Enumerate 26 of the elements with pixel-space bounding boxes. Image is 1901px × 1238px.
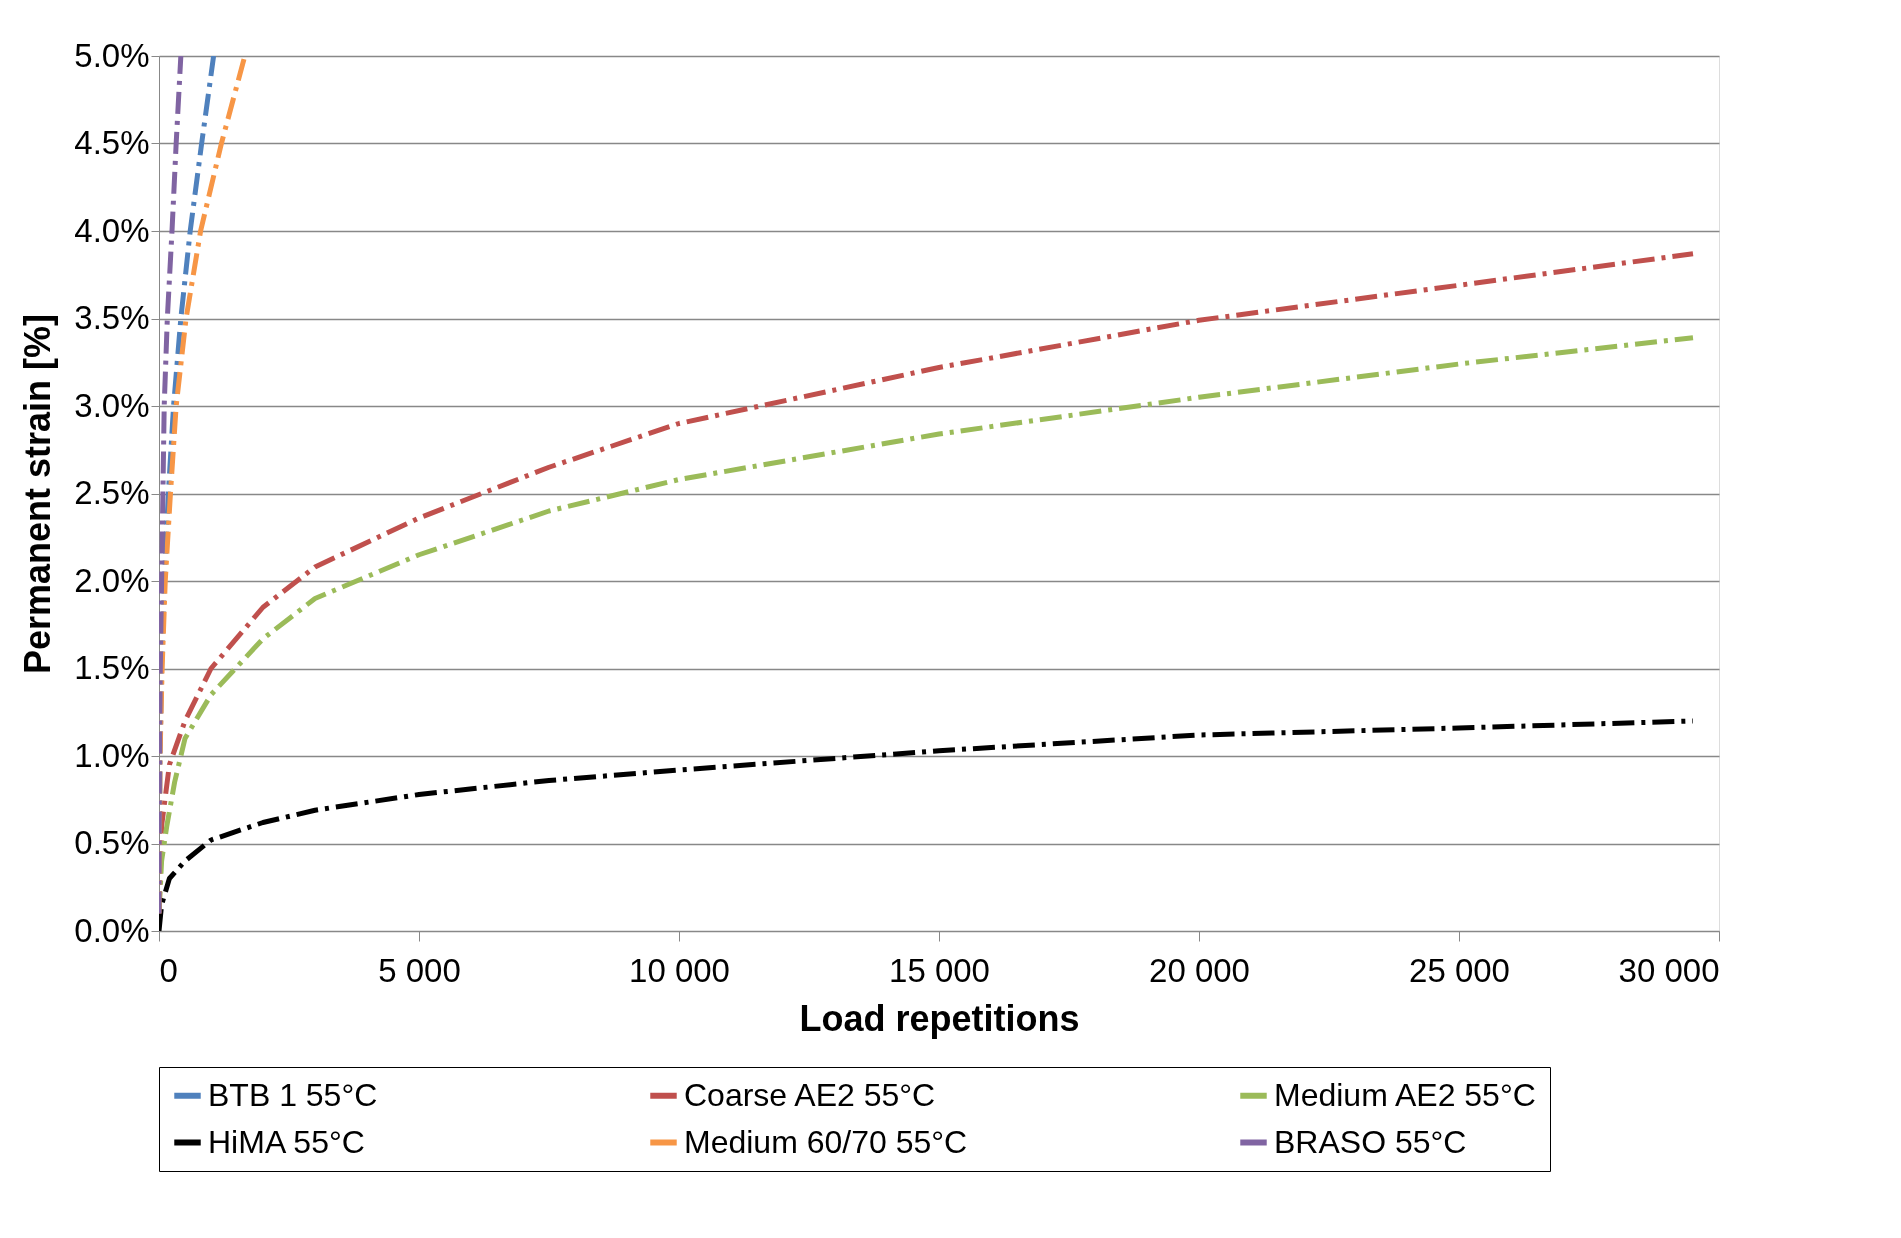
legend-label: BTB 1 55°C: [208, 1076, 378, 1113]
y-tick-label: 0.5%: [74, 824, 150, 861]
y-tick-label: 0.0%: [74, 911, 150, 949]
legend-label: BRASO 55°C: [1274, 1123, 1467, 1160]
x-tick-label: 20 000: [1149, 951, 1250, 989]
x-tick-label: 10 000: [629, 951, 730, 989]
legend-label: Medium 60/70 55°C: [684, 1123, 968, 1160]
x-tick-label: 0: [159, 951, 178, 989]
y-tick-label: 3.0%: [74, 386, 150, 424]
y-tick-label: 3.5%: [74, 299, 150, 336]
y-tick-label: 4.5%: [74, 124, 150, 161]
legend-label: HiMA 55°C: [208, 1123, 365, 1160]
x-tick-label: 5 000: [378, 951, 461, 989]
legend-label: Coarse AE2 55°C: [684, 1076, 936, 1113]
x-tick-label: 15 000: [889, 951, 990, 989]
y-tick-label: 1.0%: [74, 736, 150, 774]
y-tick-label: 2.5%: [74, 474, 150, 511]
x-tick-label: 30 000: [1618, 951, 1720, 989]
y-tick-label: 2.0%: [74, 561, 150, 599]
y-tick-label: 4.0%: [74, 211, 150, 249]
legend-label: Medium AE2 55°C: [1274, 1076, 1536, 1113]
x-axis-title: Load repetitions: [799, 997, 1080, 1039]
y-tick-label: 5.0%: [74, 36, 150, 74]
y-tick-label: 1.5%: [74, 649, 150, 686]
y-axis-title: Permanent strain [%]: [17, 313, 59, 675]
x-tick-label: 25 000: [1409, 951, 1510, 989]
